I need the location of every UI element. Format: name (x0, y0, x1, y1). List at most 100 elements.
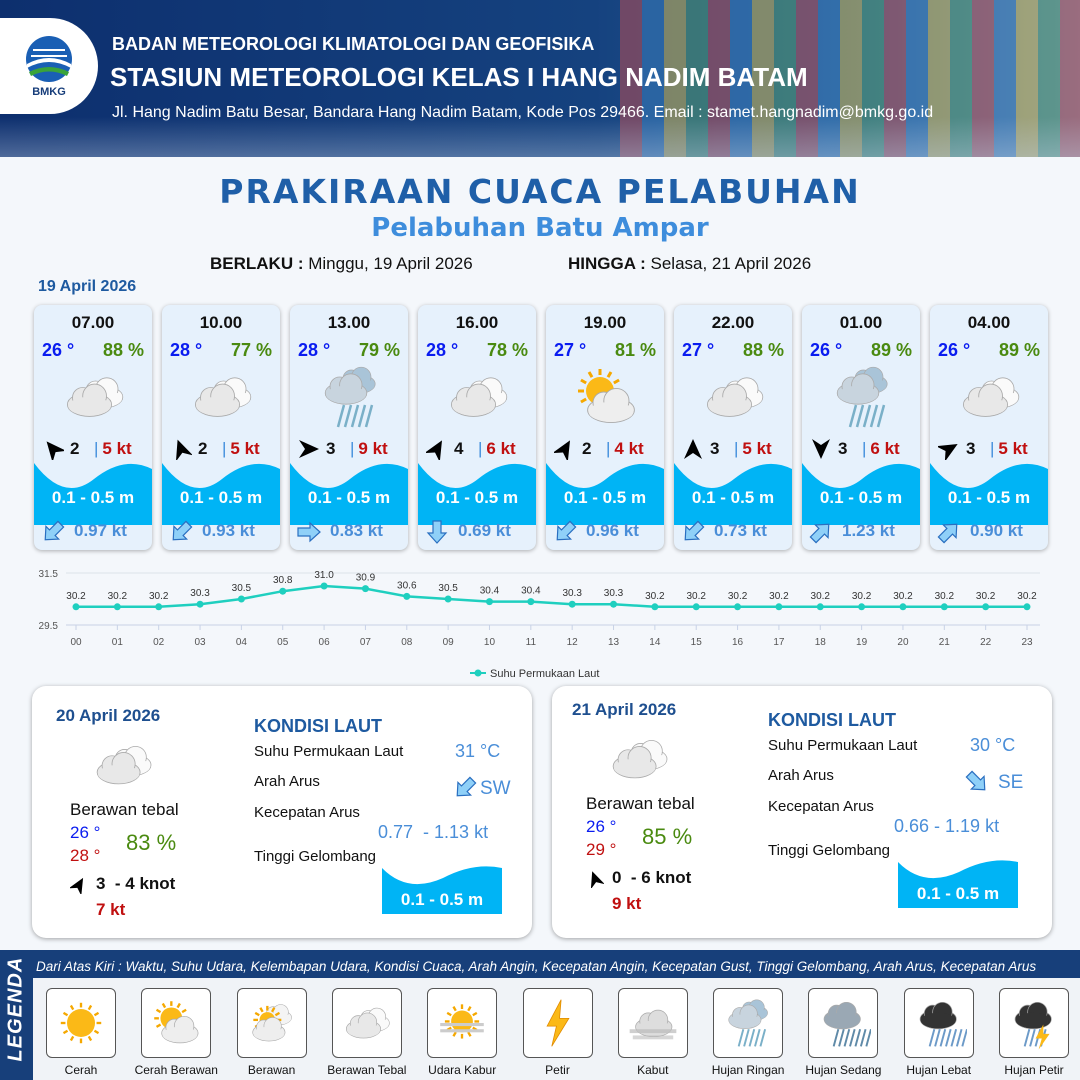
wind-speed: 3 (966, 439, 976, 458)
data-label: 30.4 (480, 586, 500, 597)
x-tick-label: 02 (153, 637, 165, 648)
chart-legend[interactable]: Suhu Permukaan Laut (470, 668, 599, 680)
wave-icon (382, 864, 502, 914)
data-point (444, 595, 452, 603)
current-speed-label: Kecepatan Arus (768, 798, 874, 815)
data-point (237, 595, 245, 603)
gust-speed: 5 kt (222, 439, 259, 459)
x-tick-label: 19 (856, 637, 868, 648)
wind-speed: 2 (198, 439, 208, 458)
sea-temp-chart: 31.5 29.5 30.2 00 30.2 01 30.2 02 30.3 0… (39, 569, 1040, 680)
air-temperature: 27 ° (682, 340, 715, 360)
x-tick-label: 11 (526, 637, 537, 648)
data-point (940, 603, 948, 611)
current-direction-icon (168, 519, 194, 545)
hujan-ringan-icon (826, 361, 898, 433)
current-dir-label: Arah Arus (254, 773, 320, 790)
station-address: Jl. Hang Nadim Batu Besar, Bandara Hang … (112, 104, 934, 121)
humidity: 78 % (486, 340, 528, 360)
berawan-tebal-icon (58, 361, 130, 433)
forecast-card-04.00: 04.00 26 ° 89 % 3 5 kt 0.1 - 0.5 m 0.90 … (930, 305, 1048, 550)
wind-speed: 2 (70, 439, 80, 458)
current-direction-icon (680, 519, 706, 545)
current-speed: 1.23 kt (842, 521, 895, 540)
data-label: 30.2 (66, 591, 86, 602)
y-tick-label: 31.5 (39, 569, 59, 580)
petir-icon (522, 988, 593, 1058)
current-direction-icon (452, 775, 478, 801)
data-point (816, 603, 824, 611)
legend-item-hujan-sedang: Hujan Sedang (798, 988, 888, 1077)
wave-icon (930, 463, 1048, 525)
x-tick-label: 09 (443, 637, 455, 648)
gust-speed: 9 kt (612, 894, 642, 913)
x-tick-label: 17 (773, 637, 785, 648)
wave-height: 0.1 - 0.5 m (916, 884, 1000, 903)
sst-value: 31 °C (455, 741, 501, 761)
cerah-icon (46, 988, 116, 1058)
gust-speed: 6 kt (478, 439, 515, 459)
legend-title: LEGENDA (4, 956, 27, 1062)
legend-label: Hujan Sedang (805, 1063, 882, 1077)
weather-desc: Berawan tebal (586, 794, 695, 813)
x-tick-label: 20 (897, 637, 909, 648)
bmkg-logo: BMKG (0, 18, 98, 114)
data-label: 30.2 (645, 591, 665, 602)
x-tick-label: 10 (484, 637, 496, 648)
data-label: 30.2 (976, 591, 996, 602)
data-point (734, 603, 742, 611)
humidity: 89 % (870, 340, 912, 360)
sst-label: Suhu Permukaan Laut (768, 737, 918, 754)
data-label: 30.2 (935, 591, 955, 602)
data-label: 30.3 (604, 588, 624, 599)
current-speed: 0.93 kt (202, 521, 255, 540)
outlook-date: 20 April 2026 (56, 706, 161, 725)
x-tick-label: 00 (70, 637, 82, 648)
berawan-tebal-icon (186, 361, 258, 433)
x-tick-label: 01 (112, 637, 124, 648)
forecast-card-10.00: 10.00 28 ° 77 % 2 5 kt 0.1 - 0.5 m 0.93 … (162, 305, 280, 550)
current-speed: 0.69 kt (458, 521, 511, 540)
wind-direction-icon (42, 438, 67, 463)
wave-height-label: Tinggi Gelombang (254, 848, 377, 865)
temp-min: 26 ° (586, 817, 617, 836)
legend-item-udara-kabur: Udara Kabur (417, 988, 507, 1077)
y-tick-label: 29.5 (39, 621, 59, 632)
current-speed: 0.66 - 1.19 kt (894, 816, 1000, 836)
data-label: 30.2 (811, 591, 831, 602)
berawan-tebal-icon (88, 730, 158, 800)
temp-max: 28 ° (70, 846, 101, 865)
temp-min: 26 ° (70, 823, 101, 842)
sst-label: Suhu Permukaan Laut (254, 743, 404, 760)
data-point (196, 600, 204, 608)
wave-icon (162, 463, 280, 525)
gust-speed: 9 kt (350, 439, 387, 459)
harbor-image (620, 0, 1080, 157)
data-point (610, 600, 618, 608)
wave-icon (546, 463, 664, 525)
air-temperature: 28 ° (298, 340, 331, 360)
wind-speed: 3 (326, 439, 336, 458)
data-point (113, 603, 121, 611)
udara-kabur-icon (427, 988, 498, 1058)
legend-label: Petir (545, 1063, 570, 1077)
wind-direction-icon (586, 870, 605, 890)
x-tick-label: 22 (980, 637, 992, 648)
weather-desc: Berawan tebal (70, 800, 179, 819)
forecast-time: 16.00 (455, 313, 499, 332)
forecast-card-07.00: 07.00 26 ° 88 % 2 5 kt 0.1 - 0.5 m 0.97 … (34, 305, 152, 550)
data-label: 30.3 (190, 588, 210, 599)
data-label: 30.3 (562, 588, 582, 599)
air-temperature: 26 ° (42, 340, 75, 360)
berawan-icon (236, 988, 307, 1058)
sea-condition-title: KONDISI LAUT (254, 716, 382, 736)
wind-direction-icon (68, 876, 88, 896)
current-direction-icon (296, 519, 322, 545)
wave-height: 0.1 - 0.5 m (179, 488, 263, 507)
data-label: 30.2 (728, 591, 748, 602)
sst-value: 30 °C (970, 735, 1016, 755)
data-point (1023, 603, 1031, 611)
legend-item-petir: Petir (513, 988, 603, 1077)
wind-direction-icon (810, 438, 832, 460)
wave-height: 0.1 - 0.5 m (435, 488, 519, 507)
